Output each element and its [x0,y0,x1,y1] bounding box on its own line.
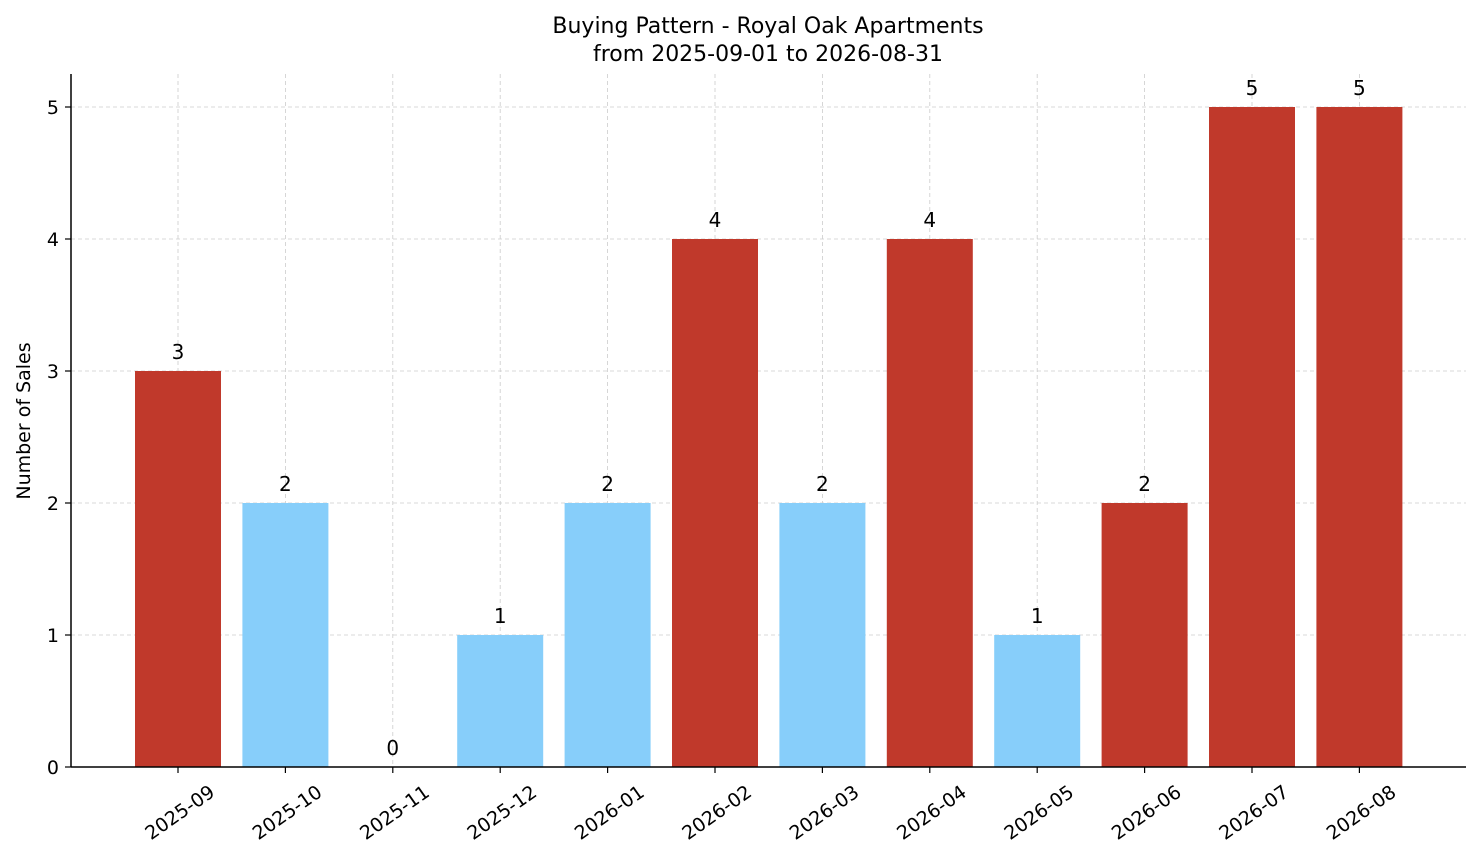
chart-subtitle: from 2025-09-01 to 2026-08-31 [593,42,943,67]
x-tick-label-2025-11: 2025-11 [356,781,434,845]
y-tick-label-0: 0 [47,757,59,779]
x-tick-label-2026-02: 2026-02 [678,781,756,845]
x-tick-label-2026-06: 2026-06 [1108,781,1186,845]
y-tick-label-2: 2 [47,493,59,515]
x-tick-label-2026-07: 2026-07 [1215,781,1293,845]
x-tick-label-2025-10: 2025-10 [249,781,327,845]
x-tick-label-2026-01: 2026-01 [571,781,649,845]
bar-2025-10 [242,503,329,767]
bar-2026-02 [672,239,758,767]
value-label-2026-01: 2 [601,472,614,496]
y-tick-label-4: 4 [47,229,59,251]
axes [65,74,1466,773]
value-label-2026-06: 2 [1138,472,1151,496]
value-label-2025-09: 3 [172,340,185,364]
value-labels: 3 2 0 1 2 4 2 4 1 2 5 5 [172,76,1366,760]
y-tick-label-1: 1 [47,625,59,647]
value-label-2025-11: 0 [386,736,399,760]
bar-2025-12 [457,635,544,767]
y-tick-label-3: 3 [47,361,59,383]
bar-2026-03 [779,503,866,767]
value-label-2025-10: 2 [279,472,292,496]
value-label-2026-03: 2 [816,472,829,496]
value-label-2026-04: 4 [923,208,936,232]
bar-2026-06 [1101,503,1188,767]
bar-2026-05 [994,635,1081,767]
bar-2026-07 [1209,107,1295,767]
y-axis-label: Number of Sales [13,342,35,499]
bars [135,107,1403,767]
y-tick-label-5: 5 [47,97,59,119]
x-tick-label-2026-04: 2026-04 [893,781,971,845]
value-label-2025-12: 1 [494,604,507,628]
x-tick-label-2026-08: 2026-08 [1323,781,1401,845]
bar-2026-01 [564,503,651,767]
value-label-2026-08: 5 [1353,76,1366,100]
x-tick-label-2026-03: 2026-03 [786,781,864,845]
value-label-2026-07: 5 [1246,76,1259,100]
chart-title: Buying Pattern - Royal Oak Apartments [552,14,983,39]
x-tick-label-2025-12: 2025-12 [463,781,541,845]
bar-2025-09 [135,371,221,767]
bar-2026-04 [886,239,973,767]
value-label-2026-05: 1 [1031,604,1044,628]
x-tick-label-2025-09: 2025-09 [141,781,219,845]
x-tick-label-2026-05: 2026-05 [1000,781,1078,845]
bar-2026-08 [1316,107,1403,767]
value-label-2026-02: 4 [709,208,722,232]
